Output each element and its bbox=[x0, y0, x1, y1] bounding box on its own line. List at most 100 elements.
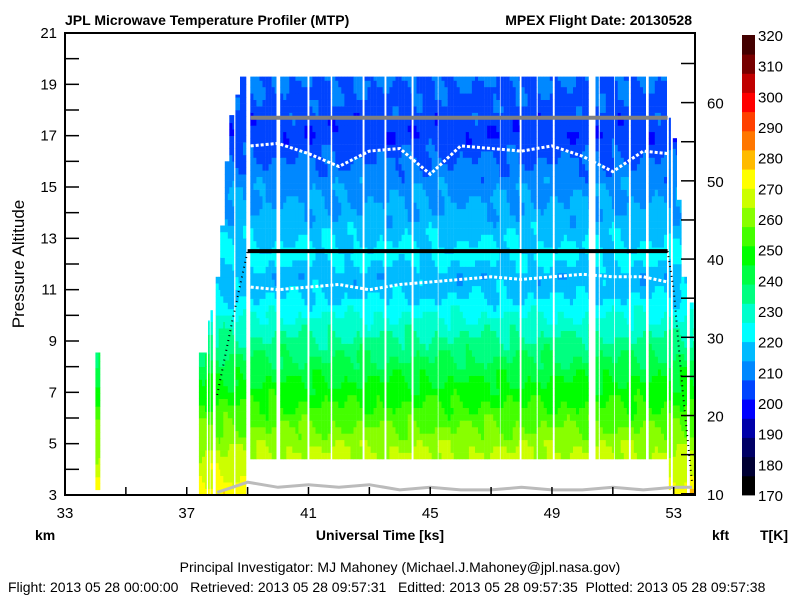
heatmap-cell bbox=[462, 189, 467, 197]
heatmap-cell bbox=[431, 157, 435, 165]
heatmap-cell bbox=[395, 285, 399, 293]
heatmap-cell bbox=[379, 414, 383, 421]
heatmap-cell bbox=[95, 355, 99, 362]
heatmap-cell bbox=[210, 328, 213, 335]
heatmap-cell bbox=[229, 385, 233, 393]
heatmap-cell bbox=[404, 144, 408, 152]
heatmap-cell bbox=[253, 106, 257, 113]
heatmap-cell bbox=[327, 292, 331, 299]
heatmap-cell bbox=[280, 189, 284, 197]
heatmap-cell bbox=[240, 450, 244, 457]
heatmap-cell bbox=[350, 388, 354, 396]
heatmap-cell bbox=[289, 202, 293, 210]
heatmap-cell bbox=[198, 443, 203, 451]
heatmap-cell bbox=[341, 228, 345, 235]
heatmap-cell bbox=[304, 394, 308, 402]
heatmap-cell bbox=[286, 221, 290, 229]
heatmap-cell bbox=[364, 362, 368, 370]
heatmap-cell bbox=[410, 356, 412, 364]
heatmap-cell bbox=[274, 266, 277, 274]
heatmap-cell bbox=[205, 450, 207, 457]
heatmap-cell bbox=[434, 131, 438, 139]
heatmap-cell bbox=[450, 170, 454, 177]
heatmap-cell bbox=[401, 163, 405, 171]
heatmap-cell bbox=[344, 170, 348, 177]
heatmap-cell bbox=[227, 475, 230, 483]
heatmap-cell bbox=[344, 240, 348, 248]
heatmap-cell bbox=[398, 452, 402, 460]
heatmap-cell bbox=[223, 488, 226, 496]
heatmap-cell bbox=[220, 244, 224, 252]
heatmap-cell bbox=[422, 221, 426, 229]
heatmap-cell bbox=[379, 330, 383, 338]
heatmap-cell bbox=[223, 385, 226, 393]
heatmap-cell bbox=[447, 196, 451, 203]
heatmap-cell bbox=[376, 362, 380, 370]
heatmap-cell bbox=[286, 388, 290, 396]
heatmap-cell bbox=[416, 305, 420, 312]
heatmap-cell bbox=[382, 208, 385, 216]
heatmap-cell bbox=[283, 279, 287, 287]
heatmap-cell bbox=[453, 375, 457, 383]
heatmap-cell bbox=[392, 394, 396, 402]
heatmap-cell bbox=[395, 356, 399, 364]
heatmap-cell bbox=[232, 244, 235, 252]
heatmap-cell bbox=[401, 80, 405, 88]
heatmap-cell bbox=[224, 257, 229, 265]
heatmap-cell bbox=[321, 119, 325, 126]
heatmap-cell bbox=[292, 350, 296, 357]
heatmap-cell bbox=[259, 446, 263, 453]
heatmap-cell bbox=[335, 253, 339, 261]
heatmap-cell bbox=[338, 292, 342, 299]
heatmap-cell bbox=[280, 414, 284, 421]
heatmap-cell bbox=[321, 76, 325, 81]
heatmap-cell bbox=[215, 321, 219, 329]
heatmap-cell bbox=[341, 298, 345, 306]
heatmap-cell bbox=[462, 285, 467, 293]
heatmap-cell bbox=[431, 86, 435, 94]
heatmap-cell bbox=[301, 420, 305, 428]
heatmap-cell bbox=[459, 240, 463, 248]
heatmap-cell bbox=[295, 253, 299, 261]
heatmap-cell bbox=[286, 138, 290, 145]
heatmap-cell bbox=[434, 157, 438, 165]
heatmap-cell bbox=[238, 276, 241, 284]
heatmap-cell bbox=[215, 328, 219, 335]
heatmap-cell bbox=[312, 196, 316, 203]
heatmap-cell bbox=[407, 356, 411, 364]
heatmap-cell bbox=[227, 456, 230, 464]
heatmap-cell bbox=[224, 289, 229, 297]
heatmap-cell bbox=[370, 157, 374, 165]
heatmap-cell bbox=[413, 253, 417, 261]
heatmap-cell bbox=[220, 424, 224, 432]
heatmap-cell bbox=[240, 244, 244, 252]
heatmap-cell bbox=[386, 202, 390, 210]
heatmap-cell bbox=[425, 99, 429, 107]
heatmap-cell bbox=[218, 308, 221, 316]
heatmap-cell bbox=[398, 138, 402, 145]
heatmap-cell bbox=[353, 356, 357, 364]
heatmap-cell bbox=[434, 394, 438, 402]
heatmap-cell bbox=[350, 106, 354, 113]
heatmap-cell bbox=[253, 407, 257, 415]
heatmap-cell bbox=[419, 292, 423, 299]
heatmap-cell bbox=[416, 260, 420, 267]
heatmap-cell bbox=[309, 234, 313, 242]
heatmap-cell bbox=[259, 106, 263, 113]
heatmap-cell bbox=[386, 106, 390, 113]
heatmap-cell bbox=[434, 356, 438, 364]
heatmap-cell bbox=[202, 366, 206, 374]
heatmap-cell bbox=[240, 174, 244, 181]
heatmap-cell bbox=[262, 138, 266, 145]
heatmap-cell bbox=[401, 382, 405, 389]
heatmap-cell bbox=[295, 362, 299, 370]
heatmap-cell bbox=[462, 292, 467, 299]
heatmap-cell bbox=[304, 343, 308, 351]
heatmap-cell bbox=[404, 337, 408, 344]
heatmap-cell bbox=[289, 151, 293, 158]
heatmap-cell bbox=[289, 157, 293, 165]
heatmap-cell bbox=[438, 86, 442, 94]
heatmap-cell bbox=[227, 199, 230, 207]
heatmap-cell bbox=[447, 163, 451, 171]
heatmap-cell bbox=[434, 375, 438, 383]
